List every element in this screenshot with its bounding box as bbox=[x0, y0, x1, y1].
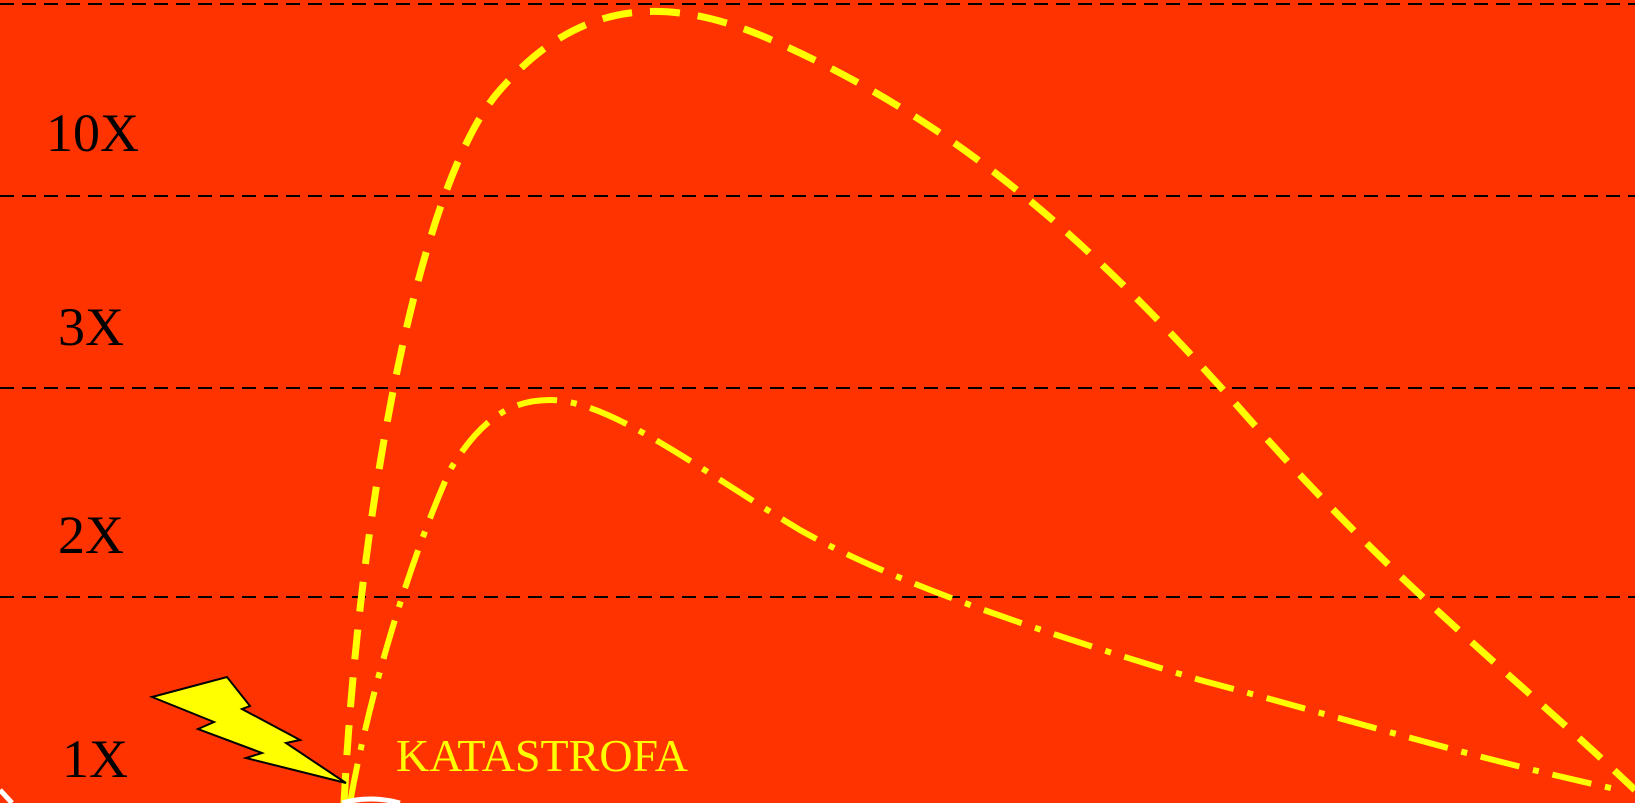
level-label-2x: 2X bbox=[58, 505, 124, 565]
level-label-1x: 1X bbox=[62, 729, 128, 789]
level-label-3x: 3X bbox=[58, 297, 124, 357]
event-label: KATASTROFA bbox=[396, 730, 688, 781]
corner-stroke bbox=[0, 788, 14, 803]
origin-arc bbox=[341, 796, 401, 803]
minor-impact-curve bbox=[347, 396, 1621, 803]
level-label-10x: 10X bbox=[46, 103, 139, 163]
major-impact-curve bbox=[340, 7, 1635, 803]
lightning-bolt-icon bbox=[148, 675, 347, 784]
